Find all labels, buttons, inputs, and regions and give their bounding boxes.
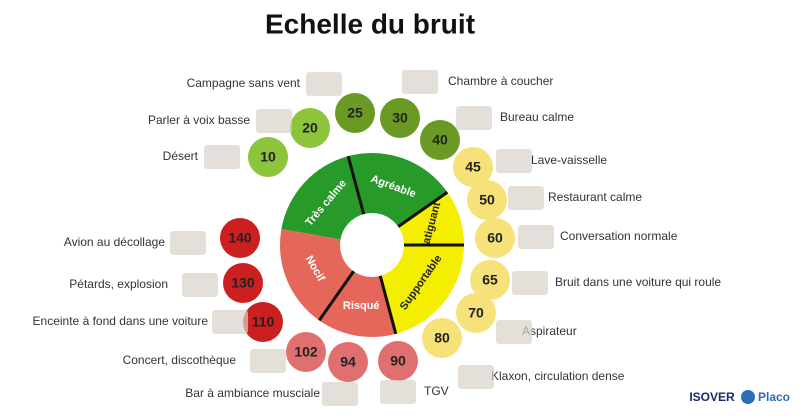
- level-bubble: [470, 260, 510, 300]
- level-bubble: [243, 302, 283, 342]
- level-icon: [212, 310, 248, 334]
- zone-segment: [380, 245, 464, 334]
- level-label: Lave-vaisselle: [531, 153, 607, 167]
- level-value: 20: [302, 120, 318, 136]
- level-bubble: [420, 120, 460, 160]
- level-bubble: [220, 218, 260, 258]
- level-icon: [518, 225, 554, 249]
- level-value: 25: [347, 105, 363, 121]
- level-label: Parler à voix basse: [148, 113, 250, 127]
- level-icon: [458, 365, 494, 389]
- zone-divider: [318, 270, 355, 322]
- level-label: Conversation normale: [560, 229, 678, 243]
- level-label: Bureau calme: [500, 110, 574, 124]
- level-icon: [402, 70, 438, 94]
- level-label: TGV: [424, 384, 449, 398]
- level-label: Avion au décollage: [64, 235, 166, 249]
- level-label: Enceinte à fond dans une voiture: [33, 314, 209, 328]
- level-icon: [306, 72, 342, 96]
- level-value: 70: [468, 305, 484, 321]
- zone-divider: [397, 191, 449, 228]
- zone-divider: [378, 275, 398, 335]
- level-value: 130: [231, 275, 255, 291]
- level-value: 110: [252, 314, 275, 330]
- zone-label: Risqué: [343, 300, 380, 312]
- level-icon: [380, 380, 416, 404]
- level-icon: [182, 273, 218, 297]
- level-bubble: [248, 137, 288, 177]
- level-bubble: [475, 218, 515, 258]
- level-value: 140: [228, 230, 252, 246]
- zone-segment: [280, 229, 354, 321]
- level-value: 102: [294, 344, 318, 360]
- level-icon: [512, 271, 548, 295]
- logo-isover: ISOVER: [689, 390, 735, 404]
- level-bubble: [380, 98, 420, 138]
- level-value: 80: [434, 330, 450, 346]
- level-icon: [456, 106, 492, 130]
- zone-divider: [346, 155, 366, 215]
- level-value: 65: [482, 272, 498, 288]
- logo-mark: [741, 390, 755, 404]
- level-bubble: [290, 108, 330, 148]
- level-icon: [496, 149, 532, 173]
- level-label: Chambre à coucher: [448, 74, 553, 88]
- level-label: Campagne sans vent: [187, 76, 301, 90]
- level-label: Klaxon, circulation dense: [491, 369, 625, 383]
- level-icon: [322, 382, 358, 406]
- level-label: Bruit dans une voiture qui roule: [555, 275, 721, 289]
- level-icon: [204, 145, 240, 169]
- level-value: 94: [340, 354, 356, 370]
- level-label: Concert, discothèque: [123, 353, 237, 367]
- level-bubble: [456, 293, 496, 333]
- level-icon: [250, 349, 286, 373]
- level-bubble: [286, 332, 326, 372]
- level-icon: [508, 186, 544, 210]
- level-value: 45: [465, 159, 481, 175]
- zone-segment: [398, 192, 464, 245]
- level-label: Restaurant calme: [548, 190, 642, 204]
- level-label: Désert: [163, 149, 199, 163]
- zone-segment: [281, 156, 364, 240]
- level-value: 60: [487, 230, 503, 246]
- level-bubble: [335, 93, 375, 133]
- level-value: 30: [392, 110, 408, 126]
- level-bubble: [378, 341, 418, 381]
- level-value: 40: [432, 132, 448, 148]
- level-value: 50: [479, 192, 495, 208]
- level-icon: [256, 109, 292, 133]
- title: Echelle du bruit: [265, 8, 475, 39]
- level-label: Bar à ambiance musciale: [185, 386, 320, 400]
- level-label: Aspirateur: [522, 324, 577, 338]
- level-value: 10: [260, 149, 276, 165]
- level-icon: [496, 320, 532, 344]
- level-bubble: [422, 318, 462, 358]
- level-bubble: [453, 147, 493, 187]
- logo-placo: Placo: [758, 390, 790, 404]
- level-bubble: [467, 180, 507, 220]
- level-value: 90: [390, 353, 406, 369]
- zone-segment: [319, 271, 396, 337]
- level-bubble: [223, 263, 263, 303]
- level-icon: [170, 231, 206, 255]
- level-label: Pétards, explosion: [69, 277, 168, 291]
- level-bubble: [328, 342, 368, 382]
